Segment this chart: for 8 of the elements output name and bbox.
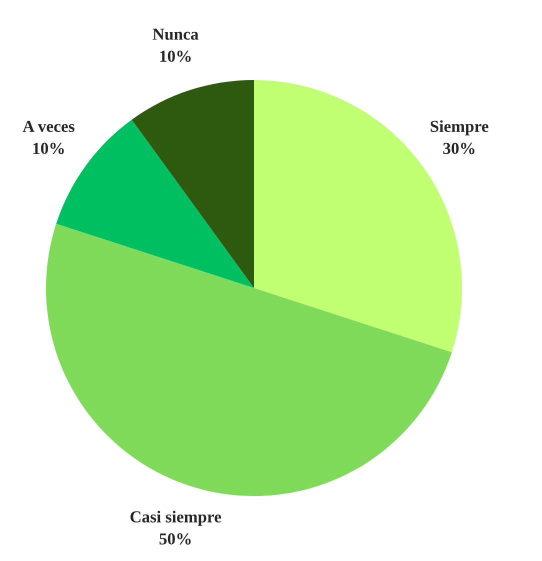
data-label: 50% [160, 533, 191, 545]
data-label: 30% [443, 142, 474, 154]
slice-label: Nunca [152, 28, 198, 40]
slice-label: Casi siempre [130, 510, 222, 526]
data-label: 10% [160, 50, 191, 62]
slice-label: Siempre [430, 120, 488, 136]
slice-label: A veces [22, 120, 74, 132]
data-label: 10% [33, 142, 64, 154]
